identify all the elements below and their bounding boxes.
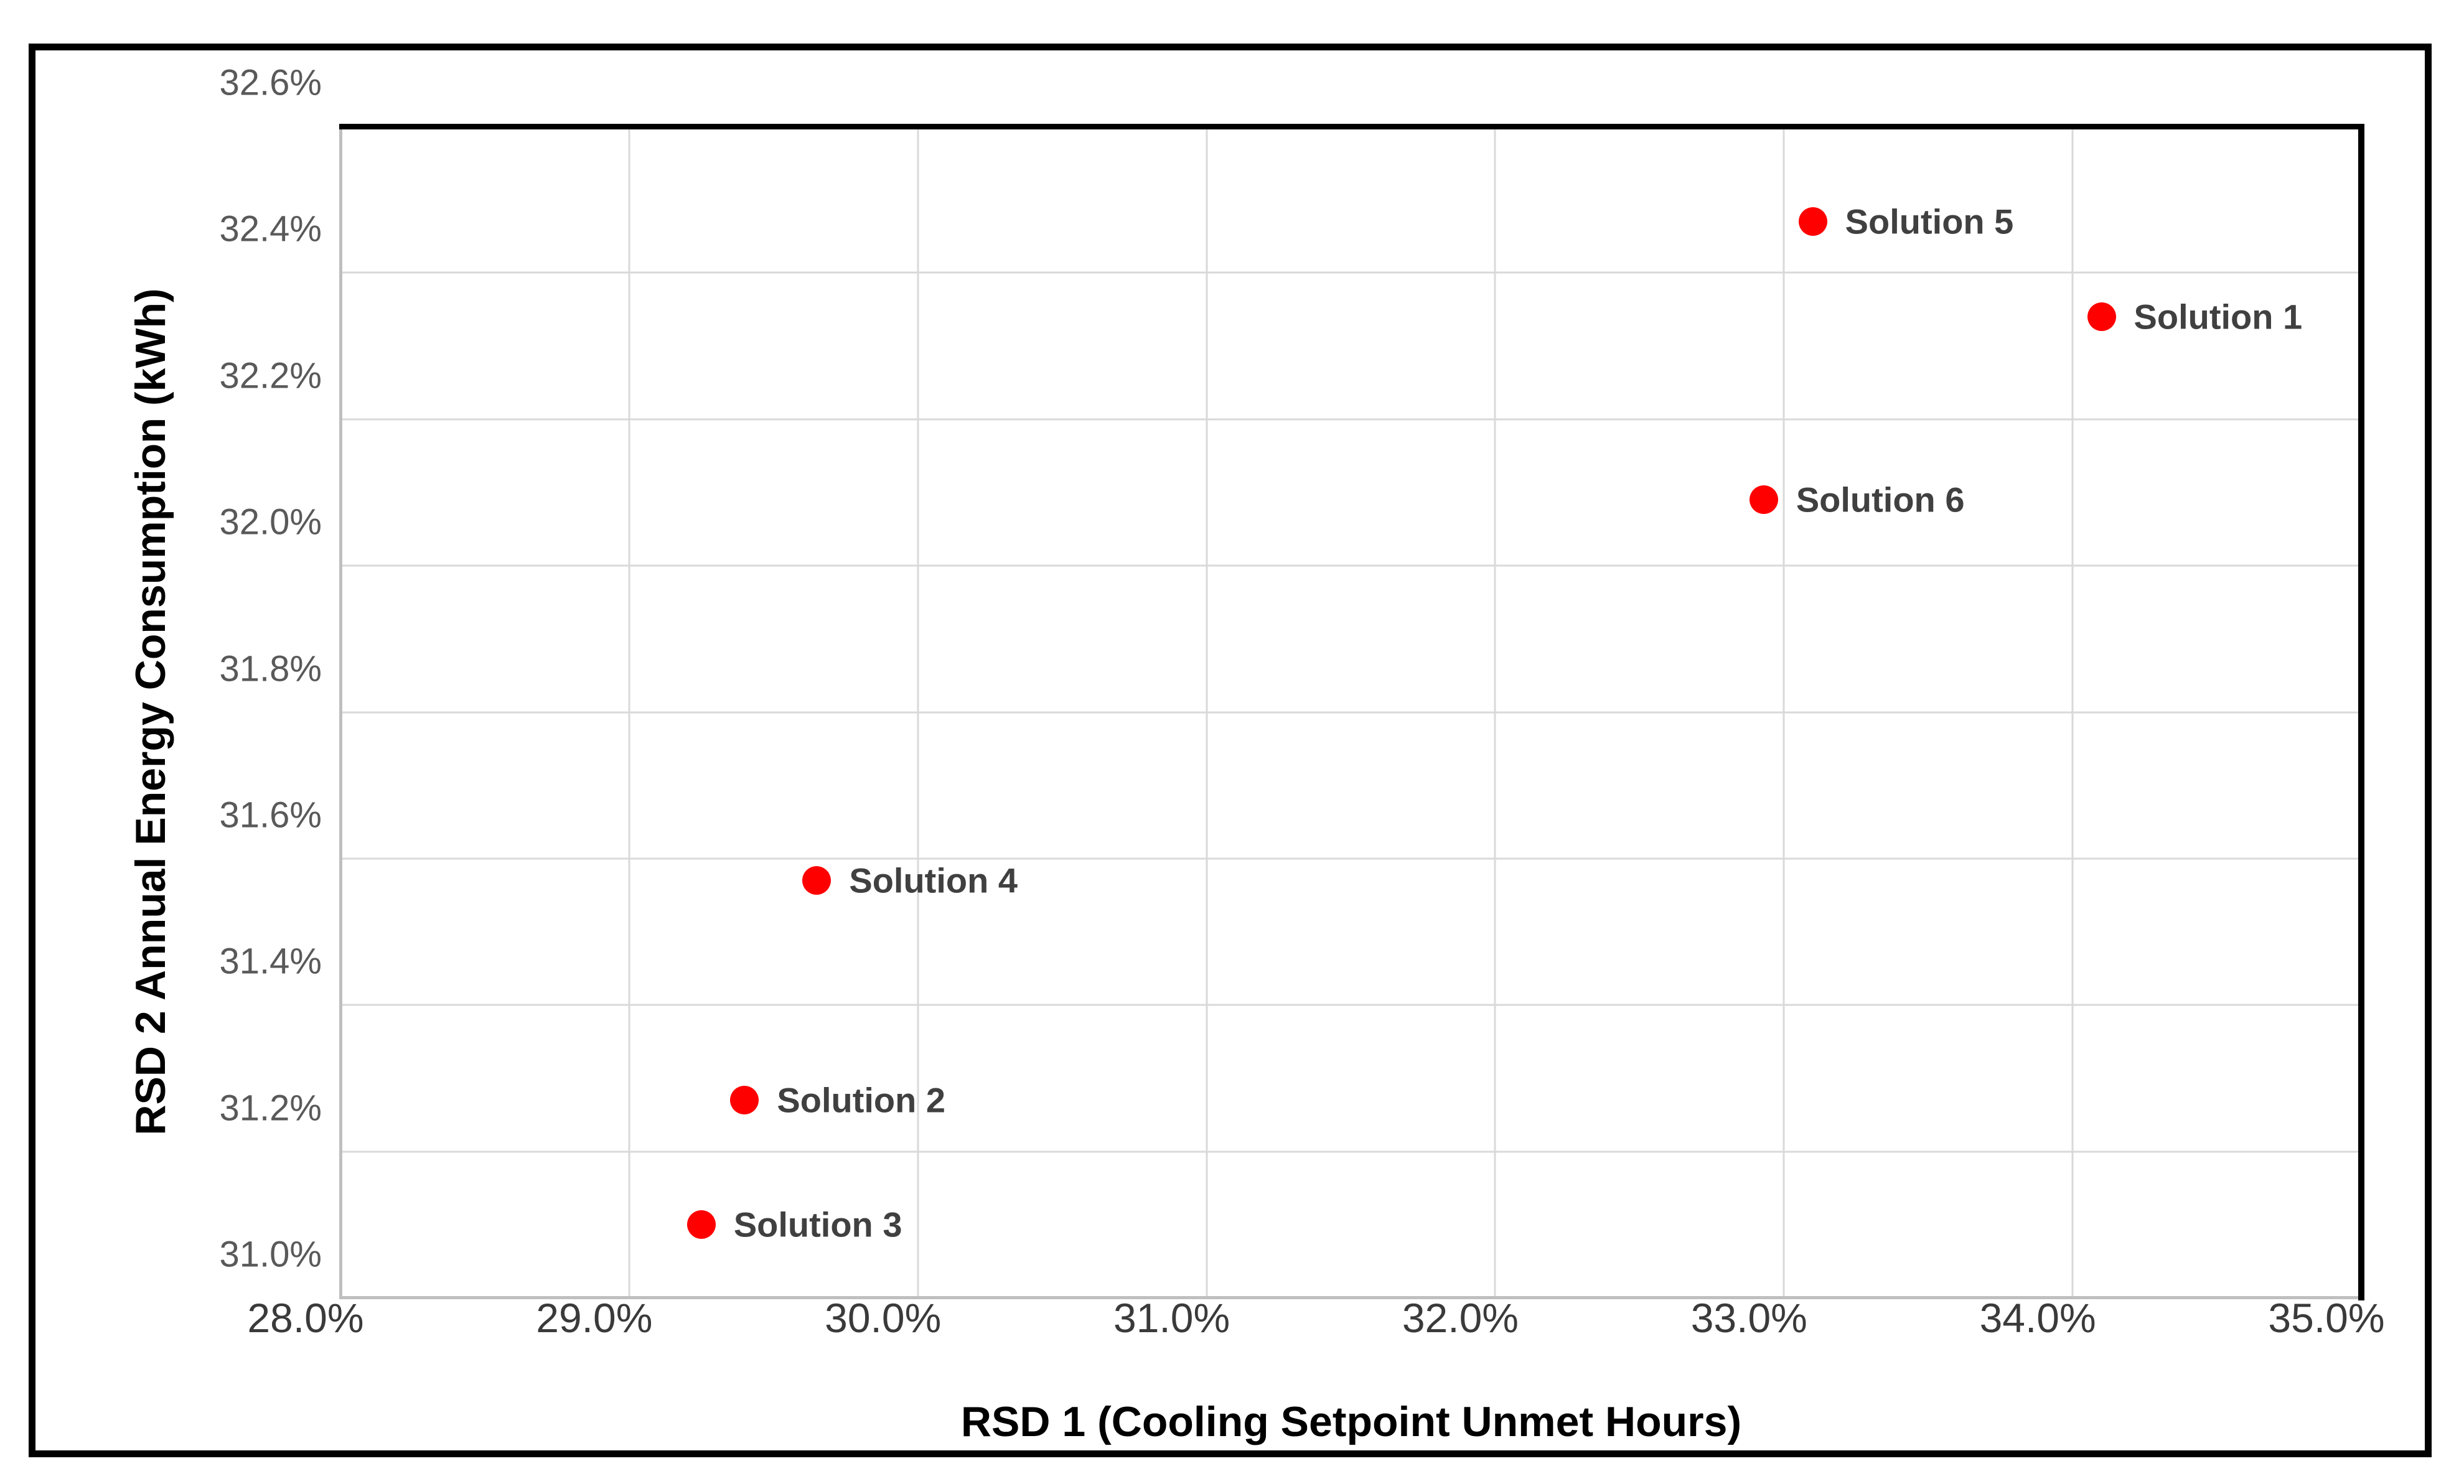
horizontal-gridline <box>340 564 2361 567</box>
y-tick-label: 32.6% <box>219 62 322 103</box>
y-axis-title: RSD 2 Annual Energy Consumption (kWh) <box>127 288 174 1136</box>
x-tick-label: 31.0% <box>1113 1295 1230 1341</box>
y-tick-label: 31.8% <box>219 648 322 689</box>
data-point <box>1798 207 1827 236</box>
y-tick-label: 31.4% <box>219 941 322 982</box>
horizontal-gridline <box>340 1004 2361 1006</box>
data-point-label: Solution 4 <box>849 861 1018 900</box>
x-tick-label: 30.0% <box>825 1295 942 1341</box>
data-point <box>802 866 831 895</box>
data-point-label: Solution 5 <box>1845 202 2014 241</box>
data-point-label: Solution 2 <box>777 1080 946 1120</box>
y-tick-label: 31.6% <box>219 795 322 836</box>
y-tick-label: 32.0% <box>219 502 322 543</box>
data-point <box>2087 302 2116 331</box>
plot-area: Solution 1 Solution 2 Solution 3 Solution 4… <box>339 124 2364 1300</box>
y-axis-line <box>339 126 342 1298</box>
y-tick-label: 31.2% <box>219 1088 322 1129</box>
data-point <box>730 1086 759 1115</box>
data-point-label: Solution 6 <box>1796 480 1965 520</box>
y-tick-label: 32.2% <box>219 355 322 396</box>
x-tick-label: 33.0% <box>1690 1295 1807 1341</box>
x-tick-label: 28.0% <box>247 1295 364 1341</box>
horizontal-gridline <box>340 1150 2361 1153</box>
horizontal-gridline <box>340 857 2361 860</box>
x-tick-label: 32.0% <box>1402 1295 1519 1341</box>
x-axis-title: RSD 1 (Cooling Setpoint Unmet Hours) <box>960 1398 1742 1445</box>
data-point <box>686 1210 716 1239</box>
horizontal-gridline <box>340 711 2361 713</box>
data-point-label: Solution 3 <box>733 1205 902 1244</box>
x-axis-line <box>339 1296 2363 1299</box>
y-tick-label: 31.0% <box>219 1234 322 1275</box>
plot-border-right <box>2358 124 2364 1300</box>
data-point <box>1749 485 1778 515</box>
x-tick-label: 35.0% <box>2268 1295 2385 1341</box>
plot-border-top <box>339 124 2364 129</box>
x-tick-label: 29.0% <box>536 1295 653 1341</box>
data-point-label: Solution 1 <box>2134 297 2303 337</box>
horizontal-gridline <box>340 271 2361 274</box>
horizontal-gridline <box>340 418 2361 421</box>
x-tick-label: 34.0% <box>1979 1295 2096 1341</box>
y-tick-label: 32.4% <box>219 208 322 250</box>
chart-frame: Solution 1 Solution 2 Solution 3 Solution 4… <box>29 44 2432 1457</box>
